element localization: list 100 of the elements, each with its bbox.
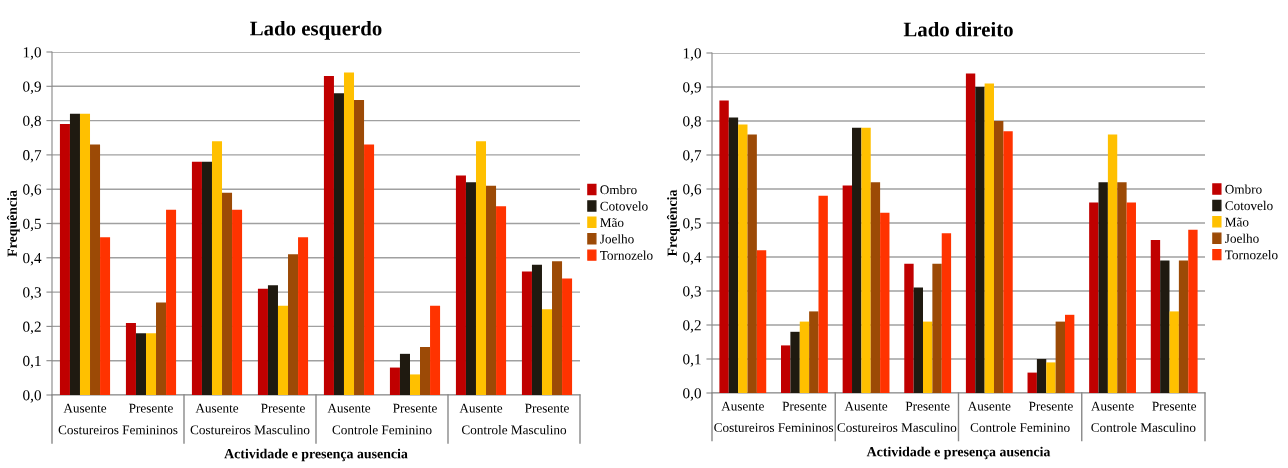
bar [222, 192, 233, 395]
bar [552, 261, 563, 395]
y-tick-label: 0,4 [683, 252, 702, 265]
bar [728, 117, 739, 393]
text: Costureiros Femininos [58, 425, 178, 435]
bar [1117, 182, 1127, 393]
bar [211, 141, 223, 395]
bar [1107, 134, 1118, 393]
bar [1160, 260, 1170, 393]
bar [932, 263, 942, 393]
x-tick-label: Ausente [1091, 401, 1134, 411]
bar [913, 287, 923, 393]
y-tick-label: 0,1 [683, 354, 701, 367]
bar [145, 333, 157, 395]
x-axis-title: Actividade e presença ausencia [866, 446, 1051, 460]
bar [941, 233, 952, 393]
text: Controle Masculino [461, 425, 567, 435]
bar [781, 345, 791, 393]
y-tick-label: 0,5 [23, 218, 41, 232]
bar [333, 93, 344, 395]
text: Costureiros Femininos [714, 423, 834, 432]
y-tick-label: 0,5 [683, 218, 701, 231]
legend-label: Ombro [1225, 184, 1262, 194]
y-tick-label: 0,6 [683, 184, 702, 197]
legend-label: Mão [1225, 217, 1249, 227]
legend-label: Cotovelo [1225, 200, 1273, 211]
legend-label: Mão [600, 218, 624, 228]
x-axis-title: Actividade e presença ausencia [224, 448, 408, 462]
bar [79, 113, 91, 395]
bar [790, 331, 800, 393]
bar [965, 73, 976, 393]
bar [1188, 229, 1198, 393]
x-tick-label: Presente [261, 403, 305, 413]
bar [156, 302, 167, 395]
bar [1055, 321, 1065, 393]
bar [364, 144, 375, 395]
chart-title: Lado esquerdo [250, 20, 382, 40]
bar [1036, 359, 1047, 393]
legend-label: Tornozelo [600, 250, 653, 260]
y-tick-label: 0,7 [23, 150, 42, 163]
bar [125, 322, 136, 395]
bar [747, 134, 757, 393]
y-tick-label: 0,3 [23, 287, 41, 300]
x-tick-label: Presente [525, 403, 569, 413]
y-tick-label: 0,8 [23, 115, 41, 129]
bar [1126, 202, 1136, 393]
bar [809, 311, 819, 393]
bar [191, 161, 202, 395]
bar [1169, 311, 1179, 393]
y-tick-label: 0,4 [23, 252, 42, 266]
bar [756, 250, 767, 393]
y-tick-label: 0,9 [23, 81, 41, 94]
bar [201, 161, 212, 395]
x-tick-label: Presente [782, 401, 827, 411]
bar [1150, 240, 1161, 393]
bar [923, 321, 933, 393]
bar [59, 124, 70, 395]
x-tick-label: Ausente [327, 403, 371, 413]
legend-label: Joelho [1225, 233, 1259, 243]
bar [399, 353, 410, 395]
bar [475, 141, 487, 395]
legend-label: Joelho [600, 234, 634, 244]
bar [389, 367, 400, 395]
bar [496, 206, 507, 395]
bar [719, 100, 729, 393]
bar [531, 264, 542, 395]
bar [232, 209, 243, 395]
y-axis-title: Frequência [666, 189, 680, 257]
y-tick-label: 1,0 [683, 48, 701, 61]
x-tick-label: Ausente [63, 403, 107, 413]
y-tick-label: 0,0 [23, 390, 41, 403]
bar [994, 121, 1004, 393]
y-tick-label: 0,2 [683, 320, 701, 333]
x-tick-label: Presente [129, 403, 173, 413]
legend-label: Tornozelo [1225, 250, 1278, 260]
bar [1027, 372, 1037, 393]
bar [277, 305, 289, 395]
bar [409, 374, 421, 395]
bar [842, 185, 853, 393]
bar [430, 305, 441, 395]
bar [343, 72, 355, 395]
x-tick-label: Ausente [844, 401, 888, 411]
bar [799, 321, 810, 393]
bar [100, 237, 111, 395]
bar [861, 127, 871, 393]
bar [521, 271, 532, 395]
bar [1178, 260, 1189, 393]
text: Controle Feminino [970, 422, 1070, 432]
bar [975, 87, 985, 393]
chart-title: Lado direito [903, 21, 1013, 37]
x-tick-label: Presente [393, 403, 437, 413]
x-tick-label: Ausente [967, 401, 1011, 411]
bar [455, 175, 466, 395]
bar [166, 209, 177, 395]
y-tick-label: 1,0 [23, 47, 41, 60]
bar [1046, 362, 1056, 393]
bar [1003, 131, 1013, 393]
bar [880, 212, 890, 393]
bar [904, 263, 914, 393]
bar [323, 76, 334, 395]
